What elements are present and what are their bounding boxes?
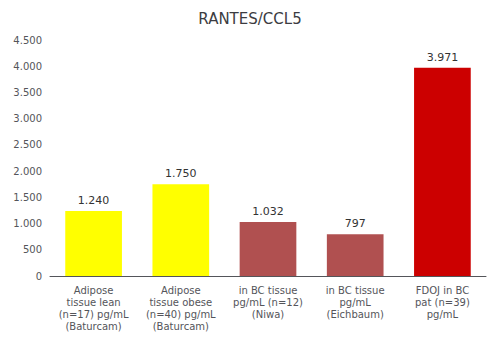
- svg-text:(Baturcam): (Baturcam): [153, 321, 209, 332]
- svg-text:in BC tissue: in BC tissue: [326, 285, 385, 296]
- svg-text:(Baturcam): (Baturcam): [65, 321, 121, 332]
- svg-text:1.032: 1.032: [252, 205, 284, 218]
- svg-text:pg/mL: pg/mL: [427, 309, 459, 320]
- svg-text:pat (n=39): pat (n=39): [415, 297, 470, 308]
- svg-text:4.000: 4.000: [13, 61, 42, 72]
- svg-text:4.500: 4.500: [13, 35, 42, 46]
- svg-text:500: 500: [23, 244, 42, 255]
- svg-text:0: 0: [36, 271, 42, 282]
- svg-text:3.971: 3.971: [427, 51, 459, 64]
- svg-text:FDOJ in BC: FDOJ in BC: [416, 285, 469, 296]
- svg-text:3.000: 3.000: [13, 113, 42, 124]
- svg-text:(Eichbaum): (Eichbaum): [327, 309, 384, 320]
- svg-text:1.240: 1.240: [78, 194, 110, 207]
- svg-text:RANTES/CCL5: RANTES/CCL5: [198, 10, 301, 28]
- svg-text:(n=17) pg/mL: (n=17) pg/mL: [59, 309, 129, 320]
- svg-text:1.750: 1.750: [165, 167, 197, 180]
- svg-text:1.500: 1.500: [13, 192, 42, 203]
- svg-text:(n=40) pg/mL: (n=40) pg/mL: [146, 309, 216, 320]
- svg-text:1.000: 1.000: [13, 218, 42, 229]
- svg-text:tissue lean: tissue lean: [67, 297, 121, 308]
- svg-text:Adipose: Adipose: [74, 285, 114, 296]
- svg-text:pg/mL: pg/mL: [340, 297, 372, 308]
- svg-text:2.000: 2.000: [13, 166, 42, 177]
- svg-text:in BC tissue: in BC tissue: [239, 285, 298, 296]
- svg-text:pg/mL (n=12): pg/mL (n=12): [233, 297, 303, 308]
- svg-text:2.500: 2.500: [13, 139, 42, 150]
- svg-text:tissue obese: tissue obese: [149, 297, 212, 308]
- svg-text:(Niwa): (Niwa): [252, 309, 284, 320]
- svg-text:797: 797: [345, 217, 366, 230]
- svg-text:3.500: 3.500: [13, 87, 42, 98]
- svg-text:Adipose: Adipose: [161, 285, 201, 296]
